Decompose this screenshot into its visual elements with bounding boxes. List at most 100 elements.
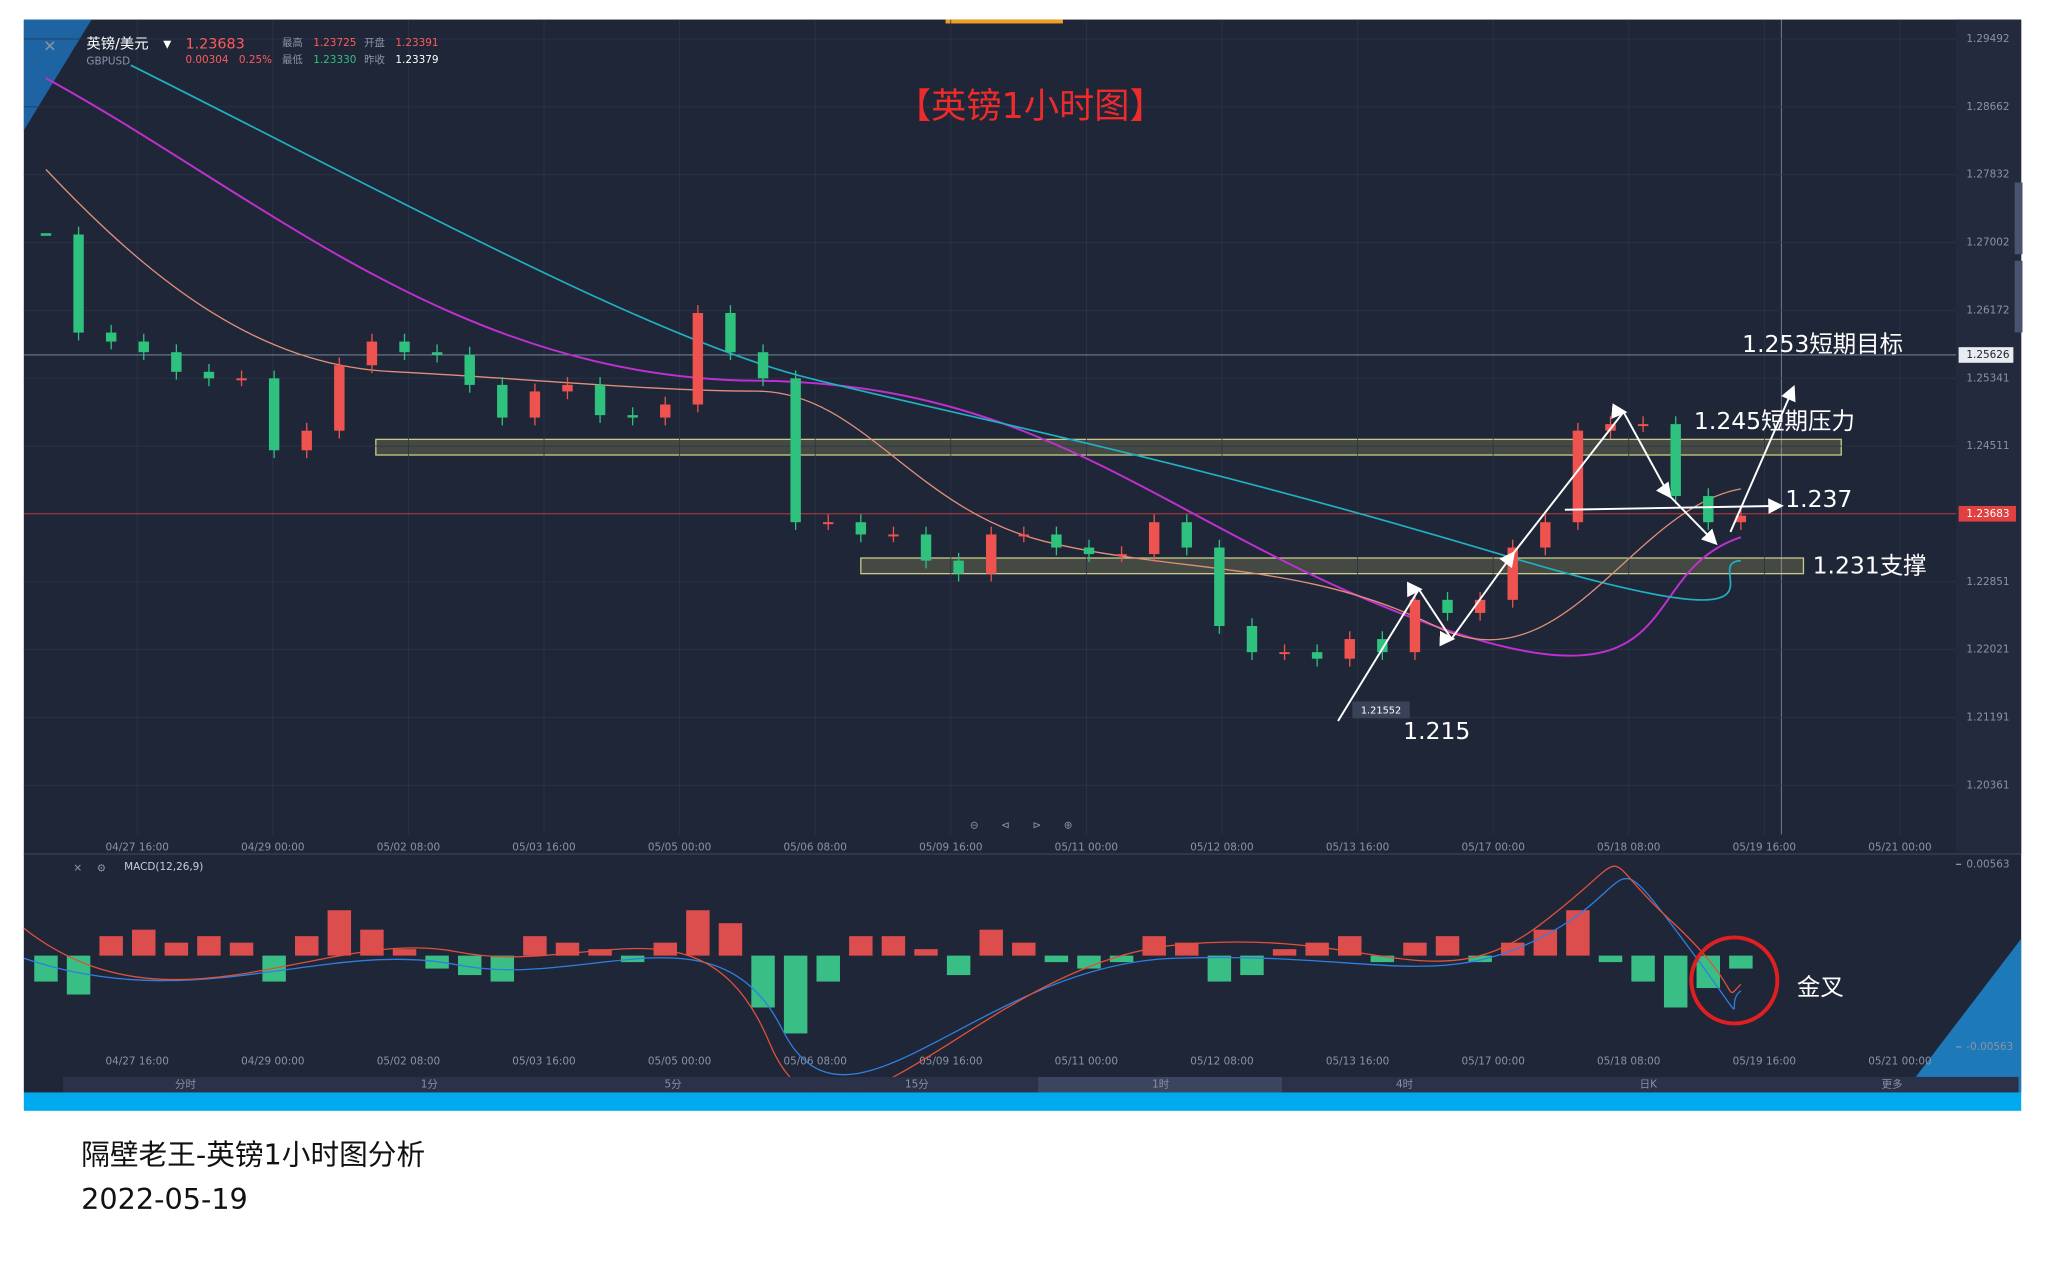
macd-bar bbox=[588, 949, 612, 956]
candle bbox=[1540, 522, 1551, 548]
close-icon[interactable]: ✕ bbox=[73, 862, 82, 874]
support-zone bbox=[860, 557, 1805, 575]
candle bbox=[790, 378, 801, 523]
tab[interactable]: 4时 bbox=[1396, 1079, 1414, 1091]
open-label: 开盘 bbox=[364, 36, 385, 49]
candle bbox=[529, 391, 541, 418]
tab[interactable]: 1分 bbox=[421, 1079, 438, 1091]
tab[interactable]: 1时 bbox=[1152, 1079, 1170, 1091]
tab[interactable]: 15分 bbox=[905, 1079, 929, 1091]
candle bbox=[823, 522, 834, 525]
macd-bar bbox=[1729, 955, 1753, 969]
caption-date: 2022-05-19 bbox=[81, 1182, 248, 1216]
zoom-out[interactable]: ⊖ bbox=[970, 819, 979, 831]
macd-bar bbox=[229, 942, 254, 956]
tab[interactable]: 日K bbox=[1640, 1079, 1658, 1091]
y-tick-label: 1.20361 bbox=[1966, 779, 2009, 791]
low-marker: 1.21552 bbox=[1361, 706, 1401, 717]
pair-code: GBPUSD bbox=[86, 55, 130, 67]
candle bbox=[1637, 424, 1649, 427]
last-price: 1.23683 bbox=[185, 36, 244, 52]
candle bbox=[1442, 599, 1453, 613]
macd-bar bbox=[914, 949, 938, 956]
y-tick-label: 1.22021 bbox=[1966, 644, 2009, 656]
prev-close-label: 昨收 bbox=[364, 53, 385, 66]
tab[interactable]: 5分 bbox=[665, 1079, 682, 1091]
annotation: 1.237 bbox=[1785, 485, 1852, 513]
candle bbox=[203, 371, 215, 379]
candle bbox=[725, 312, 736, 353]
pair-name[interactable]: 英镑/美元 bbox=[86, 34, 148, 52]
candle bbox=[1703, 496, 1714, 523]
candle bbox=[1214, 547, 1225, 626]
dropdown-icon[interactable]: ▼ bbox=[163, 38, 171, 50]
x-tick-label: 05/19 16:00 bbox=[1733, 841, 1796, 853]
candle bbox=[1279, 652, 1290, 655]
candle bbox=[1083, 547, 1095, 555]
open: 1.23391 bbox=[395, 37, 438, 49]
macd-bar bbox=[1240, 955, 1264, 976]
macd-bar bbox=[751, 955, 775, 1008]
x-tick-label: 05/11 00:00 bbox=[1055, 841, 1118, 853]
macd-bar bbox=[1631, 955, 1655, 982]
macd-bar bbox=[1044, 955, 1069, 963]
candle bbox=[757, 352, 769, 379]
macd-bar bbox=[1175, 942, 1199, 956]
candle bbox=[660, 404, 671, 418]
x-tick-label: 05/05 00:00 bbox=[648, 1055, 711, 1067]
y-tick-label: 1.26172 bbox=[1966, 304, 2009, 316]
macd-bar bbox=[34, 955, 58, 982]
zoom-in[interactable]: ⊕ bbox=[1064, 819, 1073, 831]
macd-bar bbox=[1598, 955, 1623, 963]
x-tick-label: 05/17 00:00 bbox=[1461, 841, 1524, 853]
macd-bar bbox=[1305, 942, 1329, 956]
chart-background bbox=[23, 19, 2022, 1093]
x-tick-label: 05/13 16:00 bbox=[1326, 1055, 1389, 1067]
candle bbox=[985, 534, 997, 574]
candle bbox=[1181, 522, 1192, 548]
x-tick-label: 05/18 08:00 bbox=[1597, 841, 1660, 853]
tab[interactable]: 更多 bbox=[1882, 1078, 1903, 1091]
scrollbar bbox=[2014, 260, 2023, 333]
x-tick-label: 05/03 16:00 bbox=[512, 1055, 575, 1067]
candle bbox=[953, 560, 964, 574]
x-tick-label: 04/29 00:00 bbox=[241, 1055, 304, 1067]
close-icon[interactable]: ✕ bbox=[43, 36, 56, 55]
macd-bar bbox=[1207, 955, 1232, 982]
x-tick-label: 05/13 16:00 bbox=[1326, 841, 1389, 853]
candle bbox=[105, 332, 117, 342]
candle bbox=[888, 534, 899, 537]
top-tab-indicator bbox=[945, 19, 1063, 24]
candle bbox=[236, 378, 247, 381]
chart-title: 【英镑1小时图】 bbox=[896, 86, 1165, 127]
tab[interactable]: 分时 bbox=[175, 1079, 196, 1091]
macd-bar bbox=[653, 942, 678, 956]
scroll-right[interactable]: ⊳ bbox=[1032, 819, 1041, 831]
y-tick-label: 1.24511 bbox=[1966, 440, 2009, 452]
y-tick-label: -0.00563 bbox=[1966, 1041, 2013, 1053]
settings-icon[interactable]: ⚙ bbox=[97, 862, 106, 874]
macd-bar bbox=[1012, 942, 1036, 956]
macd-bar bbox=[1663, 955, 1688, 1008]
bottom-bar bbox=[23, 1092, 2022, 1111]
candle bbox=[1377, 639, 1388, 653]
macd-bar bbox=[1142, 936, 1166, 956]
scroll-left[interactable]: ⊲ bbox=[1001, 819, 1010, 831]
change-pct: 0.25% bbox=[239, 54, 272, 66]
candle bbox=[497, 384, 508, 418]
macd-bar bbox=[979, 929, 1003, 956]
candle bbox=[399, 341, 410, 353]
annotation: 金叉 bbox=[1797, 973, 1844, 1001]
low-label: 最低 bbox=[282, 53, 303, 66]
candle bbox=[627, 415, 638, 418]
macd-bar bbox=[1435, 936, 1460, 956]
y-tick-label: 1.27002 bbox=[1966, 237, 2009, 249]
wave-arrow bbox=[1337, 403, 1718, 722]
high: 1.23725 bbox=[313, 37, 356, 49]
candle bbox=[562, 384, 573, 392]
macd-bar bbox=[66, 955, 91, 995]
macd-bar bbox=[1566, 910, 1590, 956]
y-tick-label: 0.00563 bbox=[1966, 858, 2009, 870]
price-axis bbox=[1956, 19, 2022, 854]
target-arrow bbox=[1729, 384, 1796, 533]
